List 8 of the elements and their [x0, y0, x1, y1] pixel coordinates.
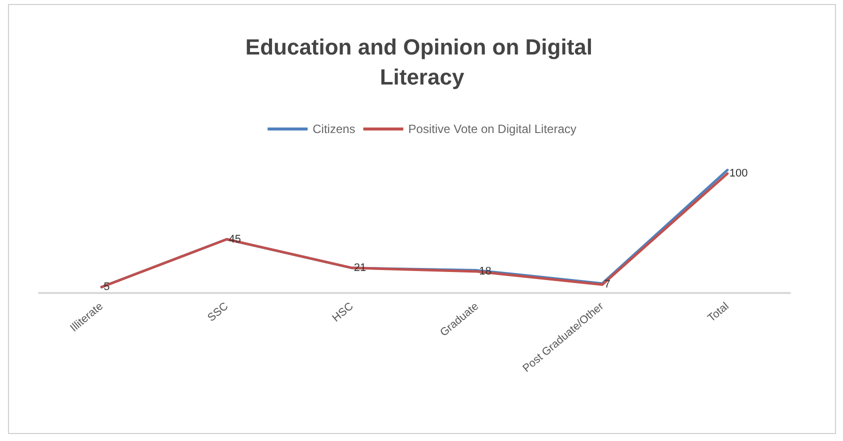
data-label: 7 — [604, 278, 610, 291]
data-label: 18 — [479, 266, 492, 278]
legend-label: Positive Vote on Digital Literacy — [408, 122, 576, 136]
x-tick-label: SSC — [206, 300, 231, 324]
chart-title: Education and Opinion on Digital Literacy — [245, 34, 599, 90]
data-label: 21 — [354, 262, 366, 274]
data-label: 100 — [729, 168, 748, 180]
legend-label: Citizens — [312, 122, 356, 136]
